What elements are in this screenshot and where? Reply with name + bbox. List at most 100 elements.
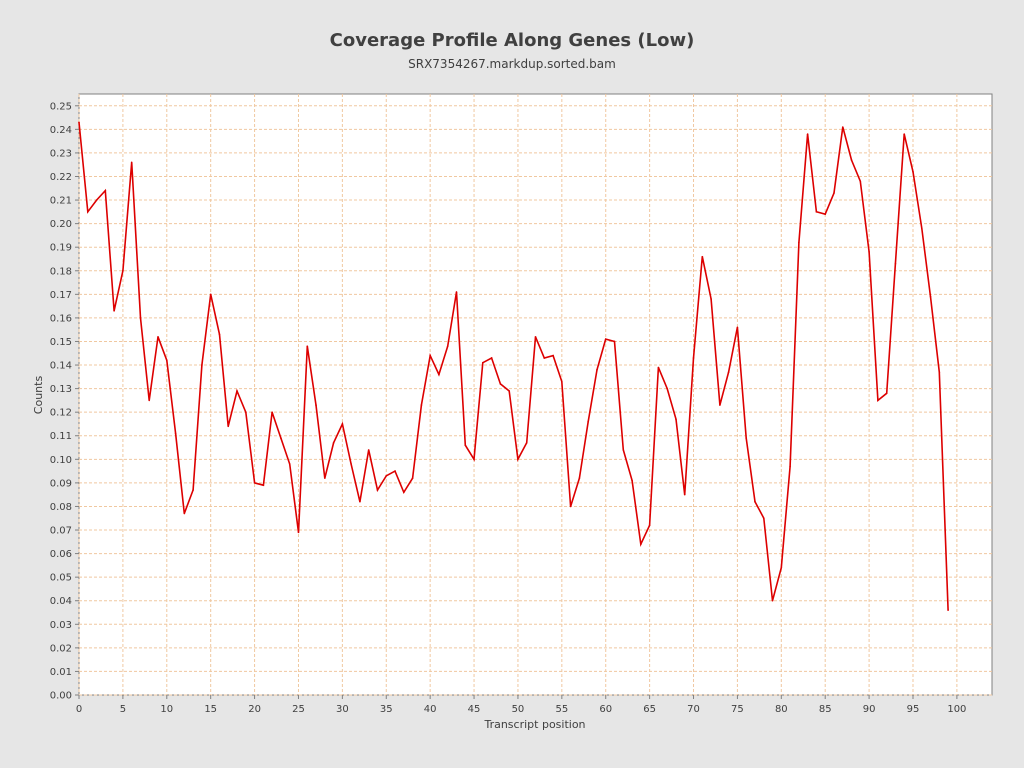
y-tick-label: 0.17 [50, 290, 72, 301]
x-tick-label: 50 [512, 704, 525, 715]
data-point [438, 373, 440, 376]
data-point [640, 543, 642, 545]
data-point [894, 262, 897, 265]
data-point [332, 442, 335, 444]
data-point [165, 359, 168, 362]
y-tick-label: 0.05 [50, 573, 72, 584]
y-tick-label: 0.19 [50, 243, 72, 254]
chart-subtitle: SRX7354267.markdup.sorted.bam [408, 57, 616, 71]
x-tick-label: 5 [120, 704, 126, 715]
x-tick-label: 85 [819, 704, 832, 715]
data-point [525, 442, 528, 444]
data-point [885, 392, 888, 395]
y-tick-label: 0.23 [50, 148, 72, 159]
y-tick-label: 0.02 [50, 643, 72, 654]
x-tick-label: 60 [599, 704, 612, 715]
data-point [455, 291, 458, 293]
data-point [104, 189, 107, 192]
data-point [113, 310, 115, 312]
data-point [508, 390, 510, 392]
plot-area [78, 93, 993, 696]
data-point [130, 161, 133, 164]
data-point [561, 380, 563, 383]
x-tick-label: 45 [468, 704, 481, 715]
data-point [534, 335, 537, 338]
data-point [394, 470, 396, 472]
data-point [473, 458, 475, 461]
data-point [692, 357, 695, 359]
data-point [359, 500, 361, 503]
y-tick-label: 0.11 [50, 431, 72, 442]
chart-title: Coverage Profile Along Genes (Low) [329, 30, 695, 51]
data-point [596, 368, 598, 371]
data-point [280, 437, 282, 439]
data-point [403, 491, 405, 494]
data-point [938, 371, 941, 373]
axes: 0.00 0.01 0.02 0.03 0.04 0.05 0.06 0.07 0.08 0.09… [50, 101, 967, 715]
data-point [201, 364, 203, 366]
data-point [868, 251, 870, 253]
y-axis-label: Counts [32, 376, 45, 415]
data-point [736, 326, 739, 329]
y-tick-label: 0.03 [50, 620, 72, 631]
data-point [236, 390, 238, 392]
y-tick-label: 0.01 [50, 667, 72, 678]
data-point [587, 420, 589, 423]
data-point [666, 387, 668, 390]
data-point [657, 366, 660, 369]
data-point [833, 192, 835, 194]
data-point [912, 170, 914, 173]
data-point [947, 609, 949, 611]
data-point [95, 199, 98, 201]
data-point [683, 493, 686, 496]
data-point [288, 463, 291, 465]
data-point [771, 599, 774, 602]
y-tick-label: 0.09 [50, 478, 72, 489]
x-tick-label: 65 [643, 704, 656, 715]
x-tick-label: 70 [687, 704, 700, 715]
data-point [218, 333, 221, 336]
data-point [675, 418, 677, 421]
data-point [578, 477, 581, 479]
data-point [297, 531, 300, 534]
y-tick-label: 0.06 [50, 549, 72, 560]
data-point [324, 477, 326, 479]
data-point [446, 345, 449, 347]
data-point [271, 411, 273, 413]
data-point [315, 404, 317, 406]
data-point [148, 399, 151, 402]
data-point [78, 121, 80, 124]
x-axis-label: Transcript position [483, 718, 585, 731]
data-point [877, 399, 879, 402]
y-tick-label: 0.16 [50, 313, 72, 324]
y-tick-label: 0.15 [50, 337, 72, 348]
data-point [701, 255, 704, 258]
data-point [86, 211, 89, 213]
data-point [613, 340, 616, 343]
data-point [859, 180, 862, 183]
data-point [745, 437, 747, 439]
data-point [604, 338, 607, 340]
grid-lines [78, 94, 992, 696]
data-point [464, 444, 467, 446]
data-point [367, 449, 370, 451]
y-tick-label: 0.12 [50, 408, 72, 419]
data-point [157, 335, 159, 338]
data-point [244, 411, 247, 413]
y-tick-label: 0.10 [50, 455, 72, 466]
data-point [762, 517, 765, 520]
data-point [622, 449, 625, 451]
data-point [227, 425, 230, 428]
x-tick-label: 90 [863, 704, 876, 715]
data-point [727, 371, 730, 373]
y-tick-label: 0.18 [50, 266, 72, 277]
data-point [411, 477, 414, 479]
data-point [754, 500, 756, 503]
data-point [824, 213, 827, 215]
data-point [903, 133, 906, 135]
data-point [719, 404, 721, 406]
data-point [420, 404, 423, 406]
data-point [552, 354, 554, 357]
data-point [350, 463, 352, 465]
data-point [183, 512, 186, 515]
